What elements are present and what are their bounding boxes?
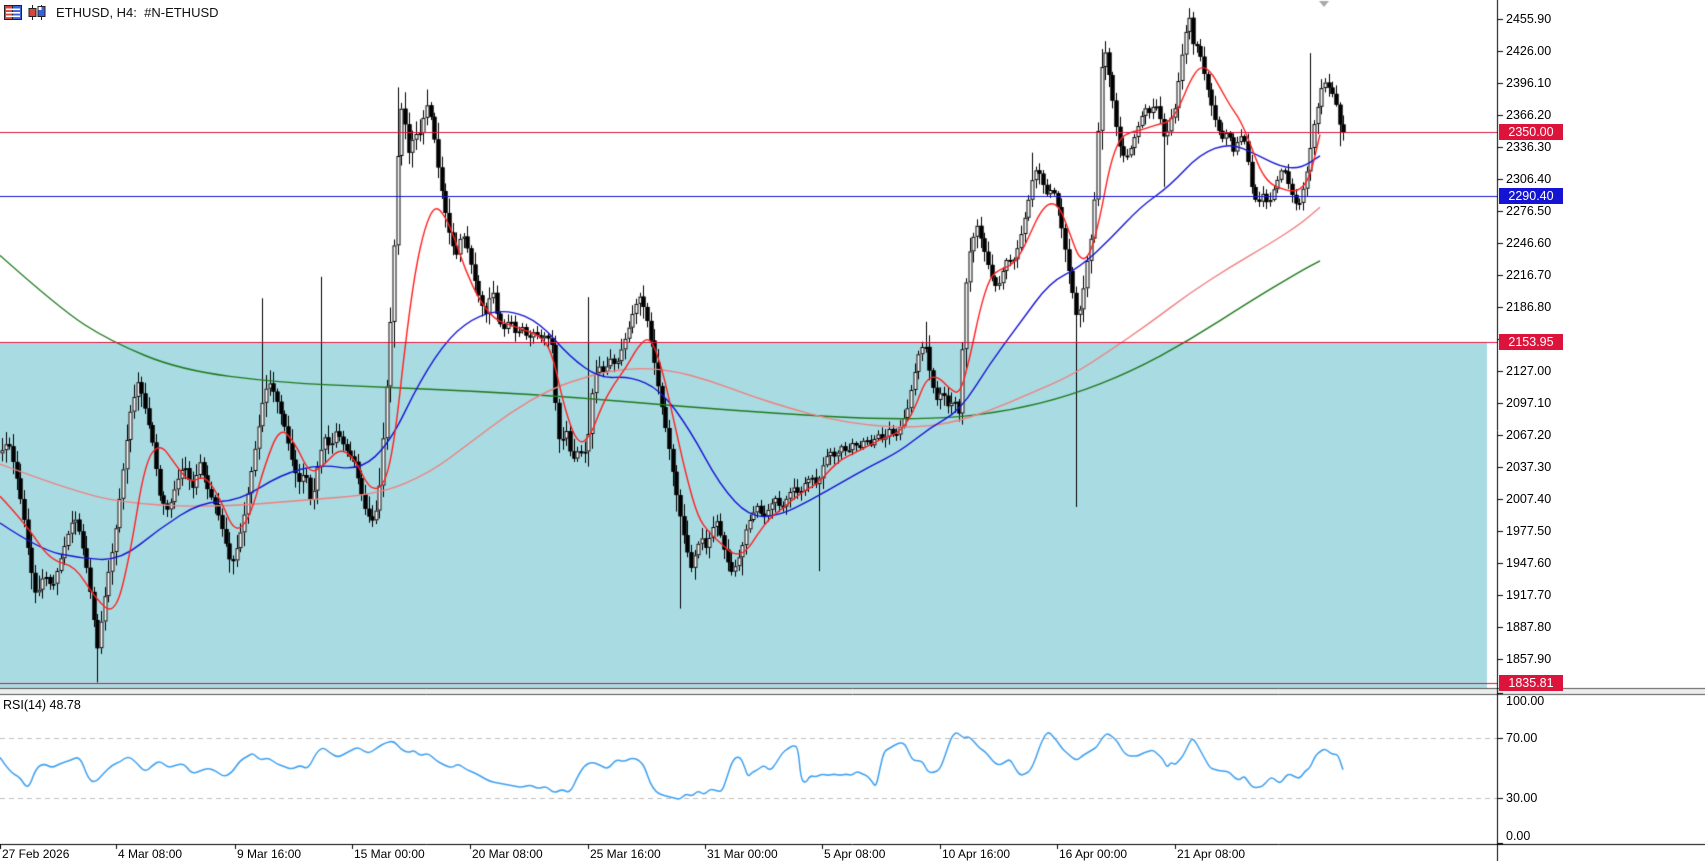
price-tick-label: 1977.50 xyxy=(1506,524,1552,538)
price-tick-label: 2007.40 xyxy=(1506,492,1552,506)
time-axis-label: 16 Apr 00:00 xyxy=(1059,847,1128,861)
price-tick-label: 2067.20 xyxy=(1506,428,1552,442)
price-tick-label: 2186.80 xyxy=(1506,300,1552,314)
time-axis-label: 4 Mar 08:00 xyxy=(118,847,183,861)
rsi-level-label: 100.00 xyxy=(1506,694,1545,708)
price-tick-label: 2455.90 xyxy=(1506,12,1552,26)
price-tick-label: 2366.20 xyxy=(1506,108,1552,122)
price-tick-label: 2127.00 xyxy=(1506,364,1552,378)
price-level-badge: 2290.40 xyxy=(1499,188,1563,204)
chart-header: ETHUSD, H4: #N-ETHUSD xyxy=(4,3,219,21)
price-tick-label: 2037.30 xyxy=(1506,460,1552,474)
time-axis-label: 27 Feb 2026 xyxy=(2,847,70,861)
price-tick-label: 2097.10 xyxy=(1506,396,1552,410)
candlestick-chart-icon[interactable] xyxy=(28,4,46,20)
market-watch-icon[interactable] xyxy=(4,4,22,20)
price-tick-label: 2426.00 xyxy=(1506,44,1552,58)
time-axis-label: 9 Mar 16:00 xyxy=(237,847,302,861)
price-tick-label: 2216.70 xyxy=(1506,268,1552,282)
price-level-badge: 1835.81 xyxy=(1499,675,1563,691)
rsi-level-label: 70.00 xyxy=(1506,731,1538,745)
time-axis-label: 21 Apr 08:00 xyxy=(1177,847,1246,861)
price-tick-label: 1887.80 xyxy=(1506,620,1552,634)
time-axis-label: 5 Apr 08:00 xyxy=(824,847,886,861)
price-tick-label: 2246.60 xyxy=(1506,236,1552,250)
price-tick-label: 1857.90 xyxy=(1506,652,1552,666)
time-axis-label: 31 Mar 00:00 xyxy=(707,847,778,861)
price-level-badge: 2153.95 xyxy=(1499,334,1563,350)
chart-title: ETHUSD, H4: #N-ETHUSD xyxy=(56,4,219,20)
price-tick-label: 2276.50 xyxy=(1506,204,1552,218)
price-tick-label: 2336.30 xyxy=(1506,140,1552,154)
time-axis-label: 25 Mar 16:00 xyxy=(590,847,661,861)
time-axis-label: 15 Mar 00:00 xyxy=(354,847,425,861)
price-tick-label: 1947.60 xyxy=(1506,556,1552,570)
price-tick-label: 1917.70 xyxy=(1506,588,1552,602)
time-axis-label: 10 Apr 16:00 xyxy=(942,847,1011,861)
price-tick-label: 2396.10 xyxy=(1506,76,1552,90)
time-axis-label: 20 Mar 08:00 xyxy=(472,847,543,861)
rsi-indicator-label: RSI(14) 48.78 xyxy=(3,698,81,712)
price-level-badge: 2350.00 xyxy=(1499,124,1563,140)
rsi-level-label: 30.00 xyxy=(1506,791,1538,805)
price-tick-label: 2306.40 xyxy=(1506,172,1552,186)
rsi-level-label: 0.00 xyxy=(1506,829,1531,843)
